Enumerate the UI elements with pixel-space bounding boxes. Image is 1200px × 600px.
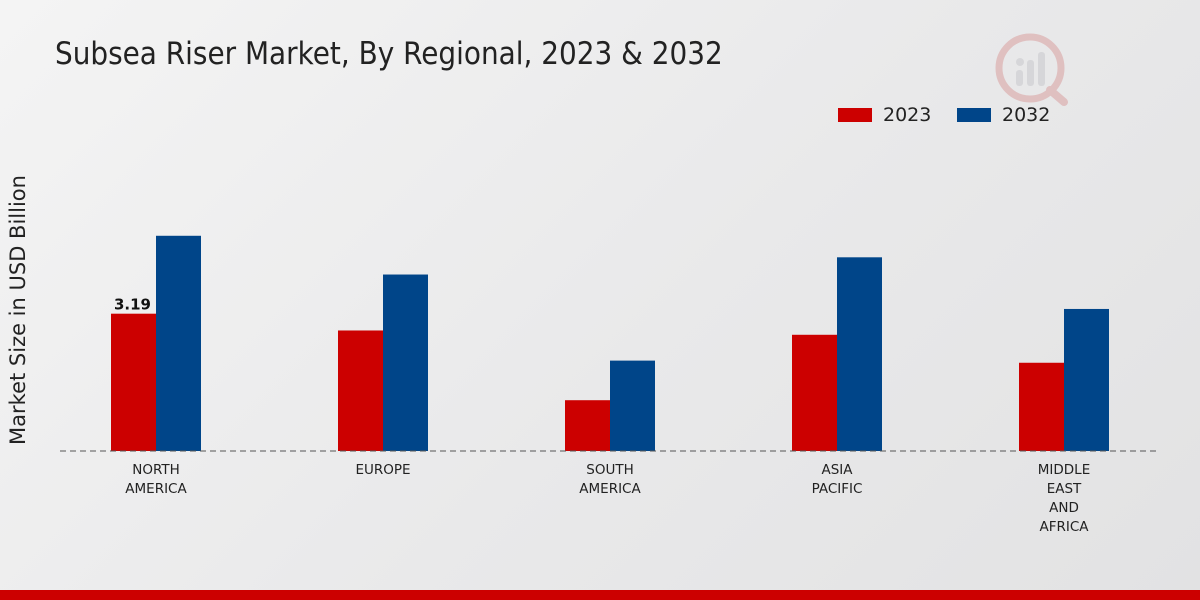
bar-2032-0 — [156, 235, 201, 451]
x-tick-label-4: MIDDLE EAST AND AFRICA — [1038, 462, 1090, 535]
bar-2032-1 — [383, 274, 428, 451]
legend-label-2023: 2023 — [883, 104, 932, 126]
legend-item-2032: 2032 — [957, 103, 1050, 127]
x-tick-group: NORTH AMERICA EUROPE SOUTH AMERICA ASIA PACIFI… — [125, 462, 1090, 535]
bar-2023-4 — [1019, 362, 1064, 451]
legend-swatch-2032 — [957, 108, 991, 122]
x-tick-label-3: ASIA PACIFIC — [812, 462, 863, 497]
data-label-group: 3.19 — [114, 296, 151, 314]
footer-bar — [0, 590, 1200, 600]
legend-swatch-2023 — [838, 108, 872, 122]
legend-item-2023: 2023 — [838, 103, 931, 127]
bar-2023-1 — [338, 330, 383, 451]
bar-2023-0 — [111, 313, 156, 451]
legend-label-2032: 2032 — [1002, 104, 1051, 126]
bar-2032-3 — [837, 257, 882, 451]
x-tick-label-2: SOUTH AMERICA — [579, 462, 641, 497]
x-tick-label-1: EUROPE — [355, 462, 410, 478]
bar-2032-2 — [610, 360, 655, 451]
market-research-logo-icon — [995, 33, 1068, 106]
bar-group — [111, 235, 1109, 451]
bar-2032-4 — [1064, 308, 1109, 451]
bar-2023-2 — [565, 400, 610, 451]
x-tick-label-0: NORTH AMERICA — [125, 462, 187, 497]
data-label-0: 3.19 — [114, 296, 151, 314]
chart-title: Subsea Riser Market, By Regional, 2023 &… — [55, 36, 723, 72]
bar-2023-3 — [792, 334, 837, 451]
